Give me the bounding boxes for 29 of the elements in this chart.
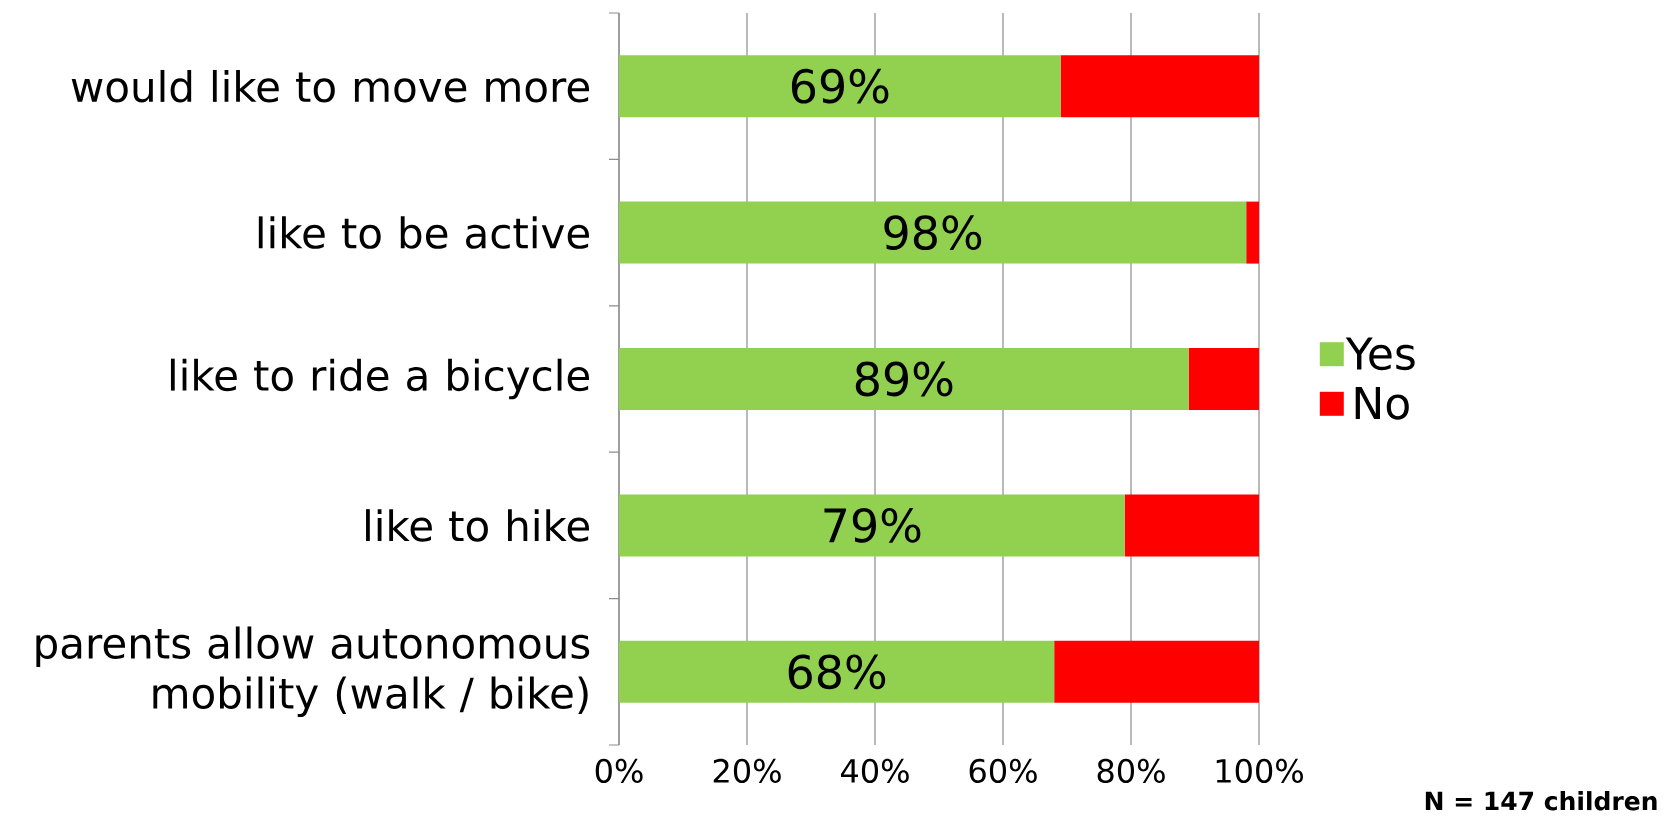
x-tick-label: 20% — [713, 758, 781, 783]
y-tick-label: like to ride a bicycle — [170, 358, 589, 400]
data-label: 79% — [824, 507, 921, 543]
bar — [619, 640, 1055, 703]
bar — [1246, 201, 1259, 264]
bar — [1054, 640, 1259, 703]
y-tick-label: would like to move more — [71, 69, 590, 103]
bar — [619, 348, 1189, 410]
x-tick-label: 80% — [1097, 758, 1165, 783]
text: N = 147 children — [1425, 791, 1657, 811]
data-label: 68% — [788, 654, 886, 690]
bar — [1124, 494, 1259, 557]
data-label: 69% — [791, 68, 889, 104]
bar — [619, 494, 1125, 557]
bar — [1188, 348, 1259, 410]
y-tick-label: like to hike — [366, 509, 590, 542]
y-tick-label: parents allow autonomous mobility (walk / bike) — [36, 626, 590, 718]
x-tick-label: 40% — [841, 758, 909, 783]
data-label: 89% — [855, 361, 953, 397]
x-tick-label: 100% — [1216, 758, 1303, 783]
legend-label: Yes — [1345, 337, 1415, 371]
bar — [619, 55, 1061, 118]
bar — [1060, 55, 1259, 118]
x-tick-label: 0% — [595, 758, 643, 783]
x-tick-label: 60% — [969, 758, 1037, 783]
bar — [619, 201, 1247, 264]
y-tick-label: like to be active — [258, 216, 589, 249]
data-label: 98% — [884, 215, 982, 250]
legend-label: No — [1355, 387, 1409, 420]
